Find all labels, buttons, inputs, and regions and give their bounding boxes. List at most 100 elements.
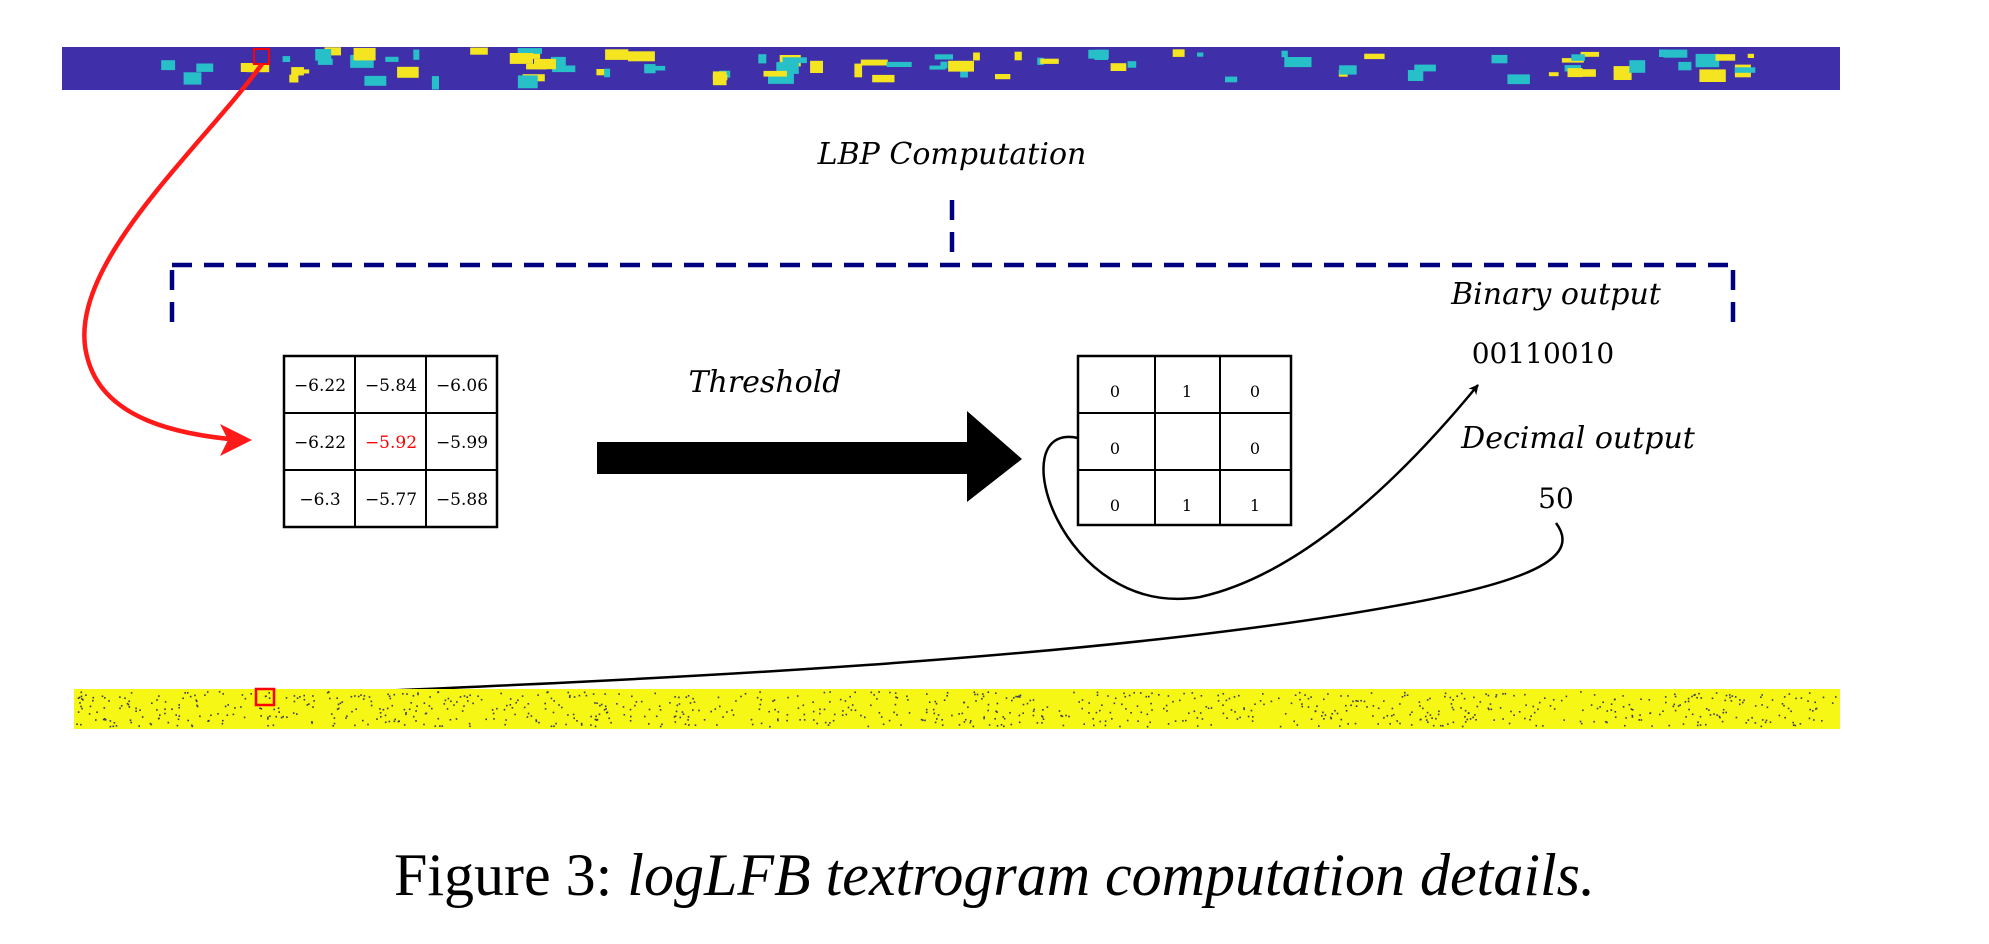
textrogram-dot — [675, 710, 678, 713]
textrogram-dot — [296, 697, 299, 699]
spectrogram-blob — [1491, 54, 1508, 64]
textrogram-dot — [895, 696, 897, 698]
textrogram-dot — [456, 701, 458, 703]
textrogram-dot — [1078, 701, 1080, 703]
textrogram-dot — [732, 714, 735, 716]
textrogram-dot — [241, 694, 244, 696]
textrogram-dot — [1437, 713, 1440, 716]
spectrogram-blob — [291, 67, 304, 76]
textrogram-dot — [1813, 719, 1815, 721]
textrogram-dot — [1151, 692, 1153, 695]
textrogram-dot — [797, 707, 800, 709]
textrogram-dot — [463, 695, 466, 697]
textrogram-dot — [1304, 694, 1306, 696]
textrogram-dot — [446, 708, 449, 710]
textrogram-dot — [480, 698, 483, 701]
textrogram-dot — [1525, 704, 1527, 706]
textrogram-dot — [1148, 695, 1150, 698]
textrogram-dot — [1691, 713, 1694, 716]
textrogram-dot — [661, 723, 663, 726]
textrogram-dot — [1401, 696, 1404, 698]
textrogram-dot — [1426, 711, 1429, 714]
textrogram-dot — [1699, 724, 1702, 726]
textrogram-dot — [164, 701, 167, 703]
textrogram-dot — [1444, 692, 1447, 695]
textrogram-dot — [1460, 707, 1462, 709]
textrogram-dot — [578, 694, 581, 697]
textrogram-dot — [1222, 712, 1225, 715]
textrogram-dot — [1479, 701, 1482, 703]
textrogram-dot — [408, 708, 411, 711]
textrogram-dot — [659, 725, 662, 728]
textrogram-dot — [393, 720, 396, 723]
textrogram-dot — [1013, 697, 1015, 699]
textrogram-dot — [1728, 694, 1731, 696]
textrogram-dot — [1301, 703, 1303, 705]
textrogram-dot — [922, 719, 924, 721]
spectrogram-blob — [1613, 66, 1632, 80]
textrogram-dot — [328, 691, 330, 693]
textrogram-dot — [1648, 699, 1651, 701]
textrogram-dot — [719, 705, 721, 708]
textrogram-dot — [1705, 723, 1707, 726]
textrogram-dot — [692, 709, 694, 711]
textrogram-dot — [972, 725, 975, 728]
textrogram-dot — [722, 716, 724, 718]
textrogram-dot — [595, 719, 598, 721]
textrogram-dot — [449, 719, 452, 721]
textrogram-dot — [946, 692, 949, 694]
textrogram-dot — [410, 702, 412, 704]
textrogram-dot — [167, 721, 170, 724]
textrogram-dot — [567, 714, 569, 716]
textrogram-dot — [1716, 714, 1718, 716]
textrogram-dot — [477, 695, 479, 697]
spectrogram-blob — [1567, 68, 1583, 78]
textrogram-dot — [1363, 700, 1366, 703]
textrogram-dot — [768, 710, 770, 713]
textrogram-dot — [244, 697, 247, 700]
textrogram-dot — [841, 714, 844, 716]
textrogram-dot — [403, 724, 406, 726]
textrogram-dot — [750, 718, 753, 721]
spectrogram-blob — [860, 59, 888, 66]
textrogram-dot — [1136, 705, 1139, 707]
textrogram-dot — [893, 711, 895, 714]
textrogram-dot — [1205, 706, 1208, 708]
textrogram-dot — [928, 701, 931, 703]
spectrogram-blob — [995, 74, 1011, 80]
textrogram-dot — [873, 694, 875, 696]
textrogram-dot — [285, 697, 288, 699]
spectrogram-blob — [1695, 53, 1720, 68]
spectrogram-blob — [1747, 53, 1754, 58]
textrogram-dot — [386, 707, 389, 710]
textrogram-dot — [1614, 716, 1617, 718]
spectrogram-blob — [1507, 74, 1530, 85]
textrogram-dot — [1318, 725, 1320, 727]
textrogram-dot — [1386, 715, 1389, 717]
textrogram-dot — [1662, 710, 1664, 712]
textrogram-dot — [1747, 719, 1750, 721]
textrogram-dot — [1544, 697, 1546, 699]
textrogram-dot — [412, 695, 415, 697]
textrogram-dot — [1111, 718, 1113, 720]
textrogram-dot — [631, 695, 633, 698]
textrogram-dot — [1310, 718, 1313, 720]
textrogram-dot — [774, 708, 776, 711]
textrogram-dot — [1339, 725, 1341, 727]
textrogram-dot — [759, 691, 761, 693]
textrogram-dot — [388, 720, 391, 723]
textrogram-dot — [1614, 711, 1617, 713]
textrogram-dot — [674, 696, 676, 698]
textrogram-dot — [1355, 705, 1358, 707]
textrogram-dot — [1340, 695, 1342, 697]
textrogram-dot — [437, 691, 439, 694]
textrogram-dot — [630, 715, 632, 718]
textrogram-dot — [946, 695, 948, 697]
textrogram-dot — [1599, 706, 1601, 708]
textrogram-dot — [80, 723, 82, 726]
spectrogram-blob — [552, 65, 576, 73]
textrogram-dot — [178, 706, 180, 709]
spectrogram-blob — [768, 73, 794, 84]
textrogram-dot — [1674, 695, 1677, 698]
textrogram-dot — [472, 702, 474, 705]
